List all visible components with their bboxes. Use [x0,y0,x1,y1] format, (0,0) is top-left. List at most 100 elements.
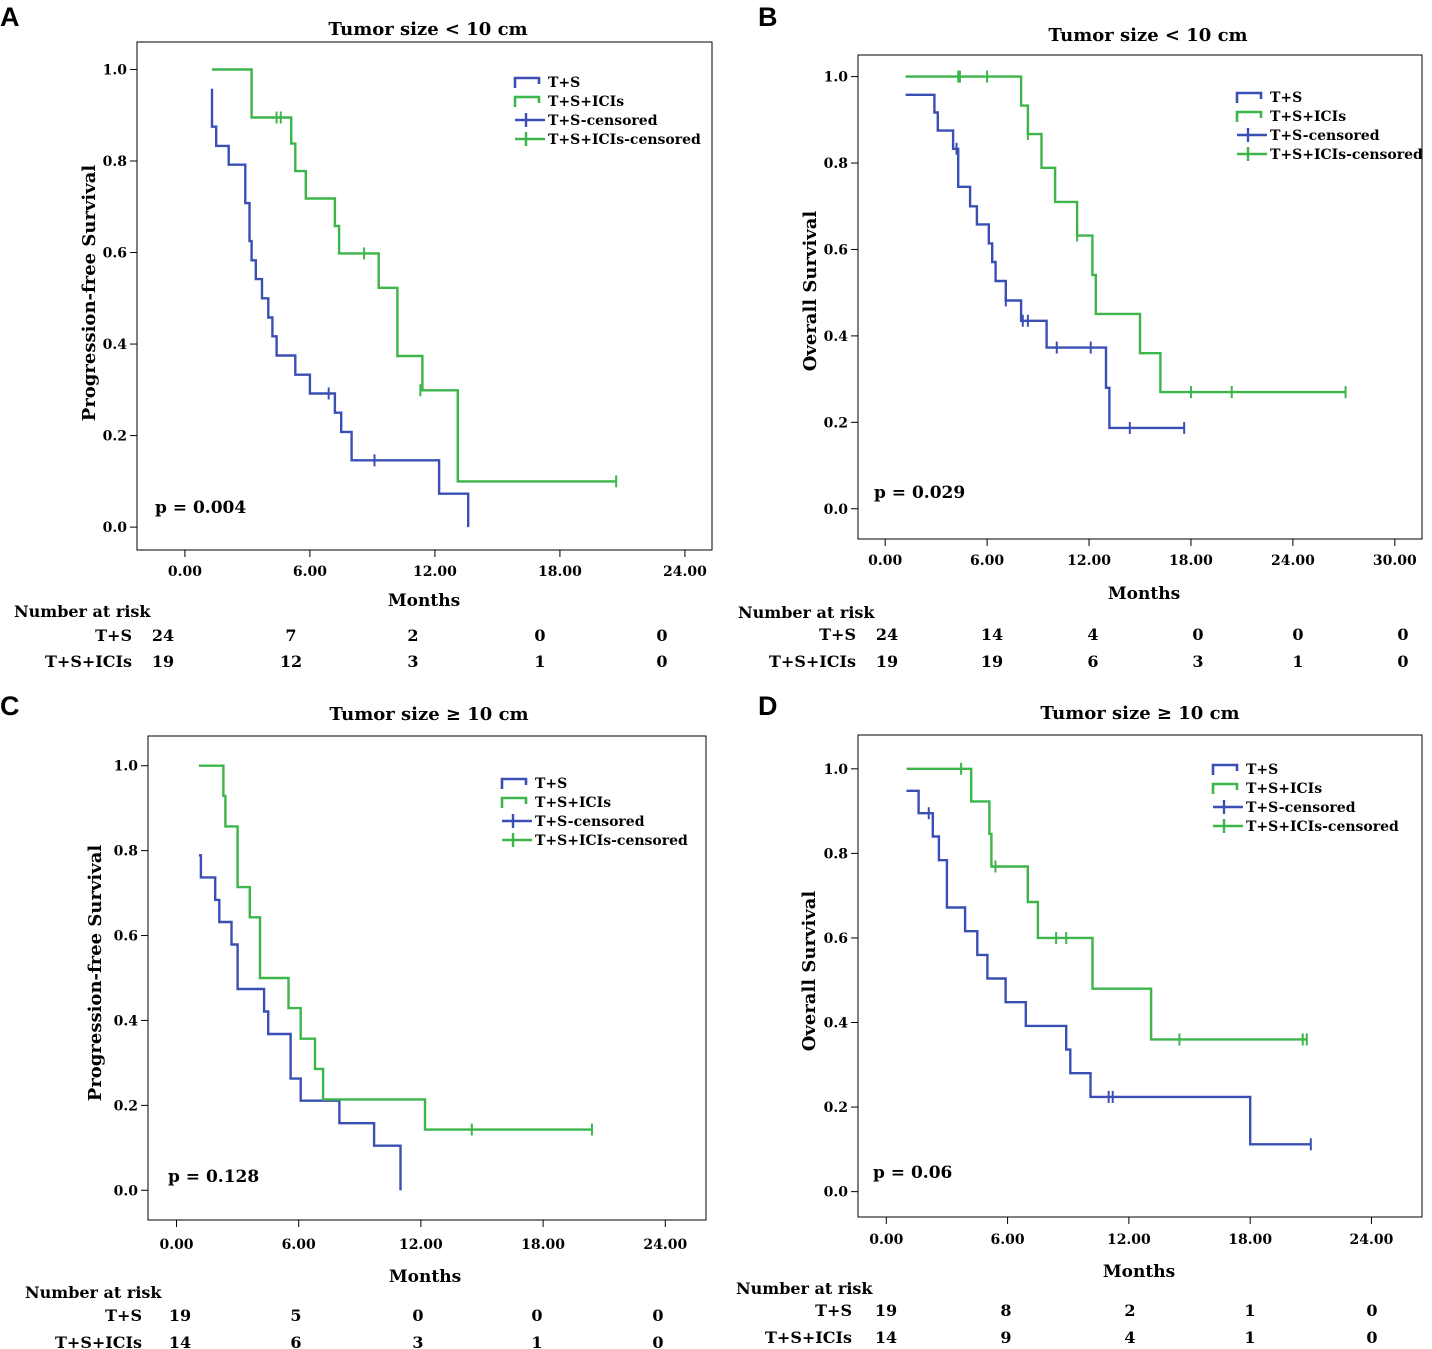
series-line-t-plus-s [905,93,1185,430]
plot-frame [857,54,1423,540]
y-tick-label: 0.8 [103,154,127,170]
risk-row-label: T+S [815,1301,852,1320]
x-tick-label: 0.00 [868,553,902,569]
panel-a: A Tumor size < 10 cm 0.0 0.2 0.4 0.6 0.8 1.0 0.0… [0,2,713,671]
series-line-t-plus-s [198,854,402,1191]
y-tick-label: 0.2 [103,429,127,445]
legend-line-swatch [500,796,528,808]
risk-value: 4 [1124,1328,1135,1347]
series-line-t-plus-s [210,88,470,528]
risk-table: Number at risk T+S 19 8 2 1 0 T+S+ICIs 14 9 4 1 0 [736,1279,1378,1347]
risk-value: 14 [981,625,1003,644]
y-tick-label: 0.6 [824,931,848,947]
y-axis-label: Progression-free Survival [85,845,106,1102]
legend-line-swatch [513,95,541,107]
legend-line-swatch [500,777,528,789]
x-axis-label: Months [1108,584,1180,604]
x-tick-label: 24.00 [643,1237,687,1253]
panel-letter: A [0,2,20,32]
risk-row-label: T+S+ICIs [55,1333,142,1349]
legend-label: T+S [535,776,567,792]
chart-title: Tumor size ≥ 10 cm [329,704,528,725]
risk-row-label: T+S [819,625,856,644]
risk-value: 24 [876,625,898,644]
y-tick-label: 0.6 [824,242,848,258]
legend: T+S T+S+ICIs T+S-censored T+S+ICIs-censored [1211,762,1399,835]
risk-value: 7 [285,626,296,645]
y-tick-label: 0.8 [824,156,848,172]
risk-table: Number at risk T+S 24 7 2 0 0 T+S+ICIs 19 12 3 1 0 [14,602,668,671]
chart-title: Tumor size < 10 cm [1048,25,1247,46]
x-tick-label: 18.00 [1169,553,1213,569]
risk-row-label: T+S [105,1306,142,1325]
plot-frame [147,735,707,1221]
x-tick-label: 6.00 [293,564,327,580]
risk-value: 1 [1244,1328,1255,1347]
x-axis-label: Months [389,1267,461,1287]
x-tick-label: 24.00 [663,564,707,580]
legend-label: T+S+ICIs-censored [548,132,701,148]
series-line-t-plus-s-plus-icis [905,75,1346,394]
p-value: p = 0.128 [168,1167,259,1187]
risk-value: 0 [1192,625,1203,644]
risk-value: 19 [981,652,1003,671]
risk-value: 19 [875,1301,897,1320]
y-axis-label: Overall Survival [800,211,821,372]
risk-value: 4 [1087,625,1098,644]
risk-value: 6 [1087,652,1098,671]
plot-frame [136,41,713,551]
x-tick-label: 24.00 [1350,1232,1394,1248]
risk-value: 8 [1000,1301,1011,1320]
risk-table: Number at risk T+S 19 5 0 0 0 T+S+ICIs 14 6 3 1 0 [25,1283,664,1349]
p-value: p = 0.06 [873,1163,952,1183]
risk-value: 0 [652,1306,663,1325]
risk-row-label: T+S+ICIs [765,1328,852,1347]
y-axis-label: Progression-free Survival [79,165,100,422]
legend-label: T+S+ICIs [1270,109,1346,125]
x-tick-label: 12.00 [399,1237,443,1253]
y-tick-label: 0.4 [114,1013,139,1029]
legend-label: T+S+ICIs-censored [535,833,688,849]
x-tick-label: 18.00 [538,564,582,580]
series-line-t-plus-s-plus-icis [198,764,592,1131]
panel-letter: D [758,691,778,721]
panel-c: C Tumor size ≥ 10 cm 0.0 0.2 0.4 0.6 0.8 1.0 0.0… [0,691,707,1349]
legend-line-swatch [1211,782,1239,794]
risk-value: 0 [1397,652,1408,671]
x-tick-label: 12.00 [1067,553,1111,569]
x-tick-label: 0.00 [159,1237,193,1253]
risk-row-label: T+S+ICIs [45,652,132,671]
panel-d: D Tumor size ≥ 10 cm 0.0 0.2 0.4 0.6 0.8 1.0 0.0… [736,691,1423,1347]
risk-value: 0 [1292,625,1303,644]
legend-label: T+S [1246,762,1278,778]
legend-label: T+S-censored [548,113,658,129]
x-tick-label: 0.00 [869,1232,903,1248]
legend-line-swatch [513,76,541,88]
series-line-t-plus-s [906,789,1311,1146]
risk-value: 0 [534,626,545,645]
panel-letter: C [0,691,20,721]
risk-heading: Number at risk [736,1279,873,1298]
legend-line-swatch [1211,763,1239,775]
x-axis-label: Months [388,591,460,611]
risk-value: 12 [280,652,302,671]
legend: T+S T+S+ICIs T+S-censored T+S+ICIs-censored [513,75,701,148]
x-tick-label: 6.00 [991,1232,1025,1248]
y-tick-label: 1.0 [824,70,849,86]
risk-value: 1 [531,1333,542,1349]
legend-label: T+S+ICIs-censored [1270,147,1423,163]
y-tick-label: 0.0 [824,502,849,518]
x-tick-label: 18.00 [1228,1232,1272,1248]
risk-value: 0 [652,1333,663,1349]
risk-value: 0 [531,1306,542,1325]
risk-value: 0 [1397,625,1408,644]
risk-value: 2 [407,626,418,645]
legend-label: T+S-censored [535,814,645,830]
risk-row-label: T+S+ICIs [769,652,856,671]
risk-table: Number at risk T+S 24 14 4 0 0 0 T+S+ICIs 19 19 6 3 1… [738,603,1409,671]
y-tick-label: 0.0 [114,1183,139,1199]
x-tick-label: 0.00 [168,564,202,580]
risk-value: 19 [152,652,174,671]
y-tick-label: 0.4 [103,337,128,353]
y-tick-label: 0.0 [103,520,128,536]
